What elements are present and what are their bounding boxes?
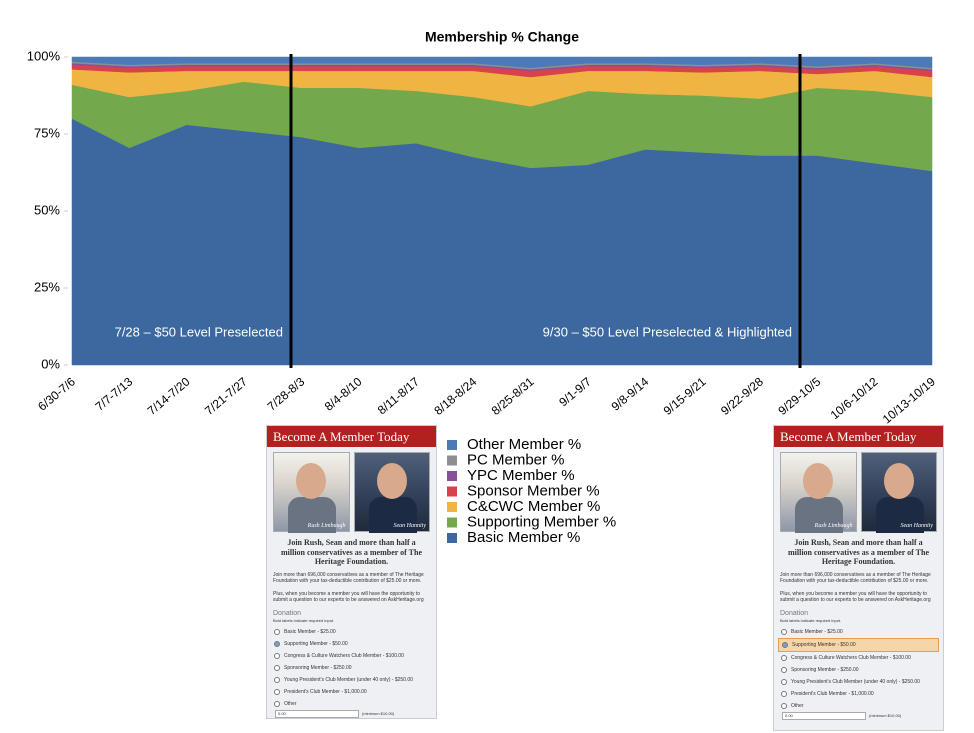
amount-input: 0.00 xyxy=(275,709,359,718)
form-header: Become A Member Today xyxy=(267,426,436,447)
legend-label: Basic Member % xyxy=(467,529,580,546)
minimum-note: (minimum $10.00) xyxy=(362,711,395,716)
paragraph: Join more than 696,000 conservatives as … xyxy=(273,571,424,585)
intro: Join Rush, Sean and more than half a mil… xyxy=(280,538,423,566)
option: Other xyxy=(271,698,432,710)
photos: Rush Limbaugh Sean Hannity xyxy=(780,452,937,533)
option: Young President's Club Member (under 40 … xyxy=(271,674,432,686)
photo-caption: Rush Limbaugh xyxy=(307,523,346,529)
y-tick-label: 75% xyxy=(34,125,60,140)
x-tick-label: 10/13-10/19 xyxy=(880,374,938,426)
x-tick-label: 9/15-9/21 xyxy=(661,374,709,418)
photo: Rush Limbaugh xyxy=(273,452,350,533)
x-tick-label: 7/21-7/27 xyxy=(202,374,250,418)
legend-swatch xyxy=(447,486,457,497)
photos: Rush Limbaugh Sean Hannity xyxy=(273,452,430,533)
legend-swatch xyxy=(447,471,457,481)
required-note: Bold labels indicate required input. xyxy=(273,617,335,623)
legend-label: Sponsor Member % xyxy=(467,482,600,499)
photo: Rush Limbaugh xyxy=(780,452,857,533)
legend-swatch xyxy=(447,440,457,450)
photo-caption: Sean Hannity xyxy=(393,523,427,529)
x-tick-label: 10/6-10/12 xyxy=(828,374,881,422)
section-title: Donation xyxy=(273,609,302,617)
x-tick-label: 8/25-8/31 xyxy=(489,374,537,418)
legend-swatch xyxy=(447,533,457,543)
x-tick-label: 8/4-8/10 xyxy=(322,374,365,413)
photo: Sean Hannity xyxy=(353,452,430,533)
x-tick-label: 8/18-8/24 xyxy=(431,374,479,418)
y-tick-label: 50% xyxy=(34,202,60,217)
x-tick-label: 8/11-8/17 xyxy=(375,374,422,417)
option: Basic Member - $25.00 xyxy=(778,626,939,638)
option: Other xyxy=(778,700,939,712)
legend-label: Other Member % xyxy=(467,436,581,453)
x-tick-label: 7/28-8/3 xyxy=(265,374,308,413)
option: Basic Member - $25.00 xyxy=(271,626,432,638)
legend-swatch xyxy=(447,455,457,466)
option: President's Club Member - $1,000.00 xyxy=(778,688,939,700)
y-tick-label: 0% xyxy=(41,356,60,371)
form-header: Become A Member Today xyxy=(774,426,943,447)
legend-label: C&CWC Member % xyxy=(467,498,600,515)
annotation: 7/28 – $50 Level Preselected xyxy=(115,324,283,339)
option: Supporting Member - $50.00 xyxy=(271,638,432,650)
paragraph: Plus, when you become a member you will … xyxy=(780,590,931,604)
required-note: Bold labels indicate required input. xyxy=(780,617,842,623)
area xyxy=(71,56,933,69)
legend-label: YPC Member % xyxy=(467,467,575,484)
photo-caption: Rush Limbaugh xyxy=(814,523,853,529)
paragraph: Join more than 696,000 conservatives as … xyxy=(780,571,931,585)
form-screenshot-left: Become A Member Today Rush Limbaugh Sean… xyxy=(266,425,437,719)
option-highlighted: Supporting Member - $50.00 xyxy=(778,637,939,652)
option: Sponsoring Member - $250.00 xyxy=(271,662,432,674)
legend-swatch xyxy=(447,517,457,528)
x-tick-label: 9/8-9/14 xyxy=(609,374,652,413)
minimum-note: (minimum $10.00) xyxy=(869,713,902,718)
paragraph: Plus, when you become a member you will … xyxy=(273,590,424,604)
annotation: 9/30 – $50 Level Preselected & Highlight… xyxy=(543,324,792,339)
x-tick-label: 9/22-9/28 xyxy=(718,374,766,418)
legend-swatch xyxy=(447,502,457,512)
option: President's Club Member - $1,000.00 xyxy=(271,686,432,698)
x-tick-label: 6/30-7/6 xyxy=(35,374,78,413)
amount-input: 0.00 xyxy=(782,711,866,720)
photo-caption: Sean Hannity xyxy=(900,523,934,529)
x-tick-label: 7/7-7/13 xyxy=(93,374,136,413)
chart-title: Membership % Change xyxy=(425,29,579,45)
form-screenshot-right: Become A Member Today Rush Limbaugh Sean… xyxy=(773,425,944,731)
y-tick-label: 25% xyxy=(34,279,60,294)
section-title: Donation xyxy=(780,609,809,617)
y-tick-label: 100% xyxy=(27,48,61,63)
x-tick-label: 9/1-9/7 xyxy=(556,374,594,409)
intro: Join Rush, Sean and more than half a mil… xyxy=(787,538,930,566)
option: Congress & Culture Watchers Club Member … xyxy=(271,650,432,662)
legend-label: Supporting Member % xyxy=(467,513,616,530)
x-tick-label: 7/14-7/20 xyxy=(145,374,193,418)
option: Congress & Culture Watchers Club Member … xyxy=(778,652,939,664)
x-tick-label: 9/29-10/5 xyxy=(775,374,823,418)
legend-label: PC Member % xyxy=(467,451,565,468)
option: Young President's Club Member (under 40 … xyxy=(778,676,939,688)
option: Sponsoring Member - $250.00 xyxy=(778,664,939,676)
photo: Sean Hannity xyxy=(860,452,937,533)
